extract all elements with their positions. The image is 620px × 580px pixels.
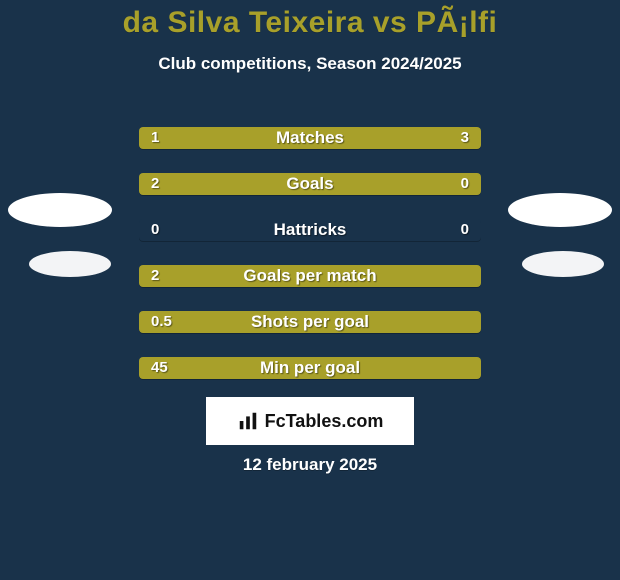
stat-label: Min per goal xyxy=(139,357,481,379)
subtitle: Club competitions, Season 2024/2025 xyxy=(0,54,620,74)
stat-row: 13Matches xyxy=(139,127,481,149)
stat-row: 2Goals per match xyxy=(139,265,481,287)
stat-label: Matches xyxy=(139,127,481,149)
stat-row: 45Min per goal xyxy=(139,357,481,379)
date-text: 12 february 2025 xyxy=(0,455,620,475)
stat-label: Shots per goal xyxy=(139,311,481,333)
stat-rows: 13Matches 20Goals 00Hattricks 2Goals per ma… xyxy=(139,127,481,403)
comparison-infographic: da Silva Teixeira vs PÃ¡lfi Club competi… xyxy=(0,0,620,580)
player-right-avatar-small xyxy=(522,251,604,277)
stat-row: 00Hattricks xyxy=(139,219,481,241)
brand-badge: FcTables.com xyxy=(206,397,414,445)
stat-row: 0.5Shots per goal xyxy=(139,311,481,333)
stat-row: 20Goals xyxy=(139,173,481,195)
brand-icon xyxy=(237,410,259,432)
page-title: da Silva Teixeira vs PÃ¡lfi xyxy=(0,0,620,40)
player-left-avatar-small xyxy=(29,251,111,277)
stat-label: Goals xyxy=(139,173,481,195)
player-left-avatar-large xyxy=(8,193,112,227)
stat-label: Goals per match xyxy=(139,265,481,287)
stat-label: Hattricks xyxy=(139,219,481,241)
player-right-avatar-large xyxy=(508,193,612,227)
brand-text: FcTables.com xyxy=(265,411,384,432)
